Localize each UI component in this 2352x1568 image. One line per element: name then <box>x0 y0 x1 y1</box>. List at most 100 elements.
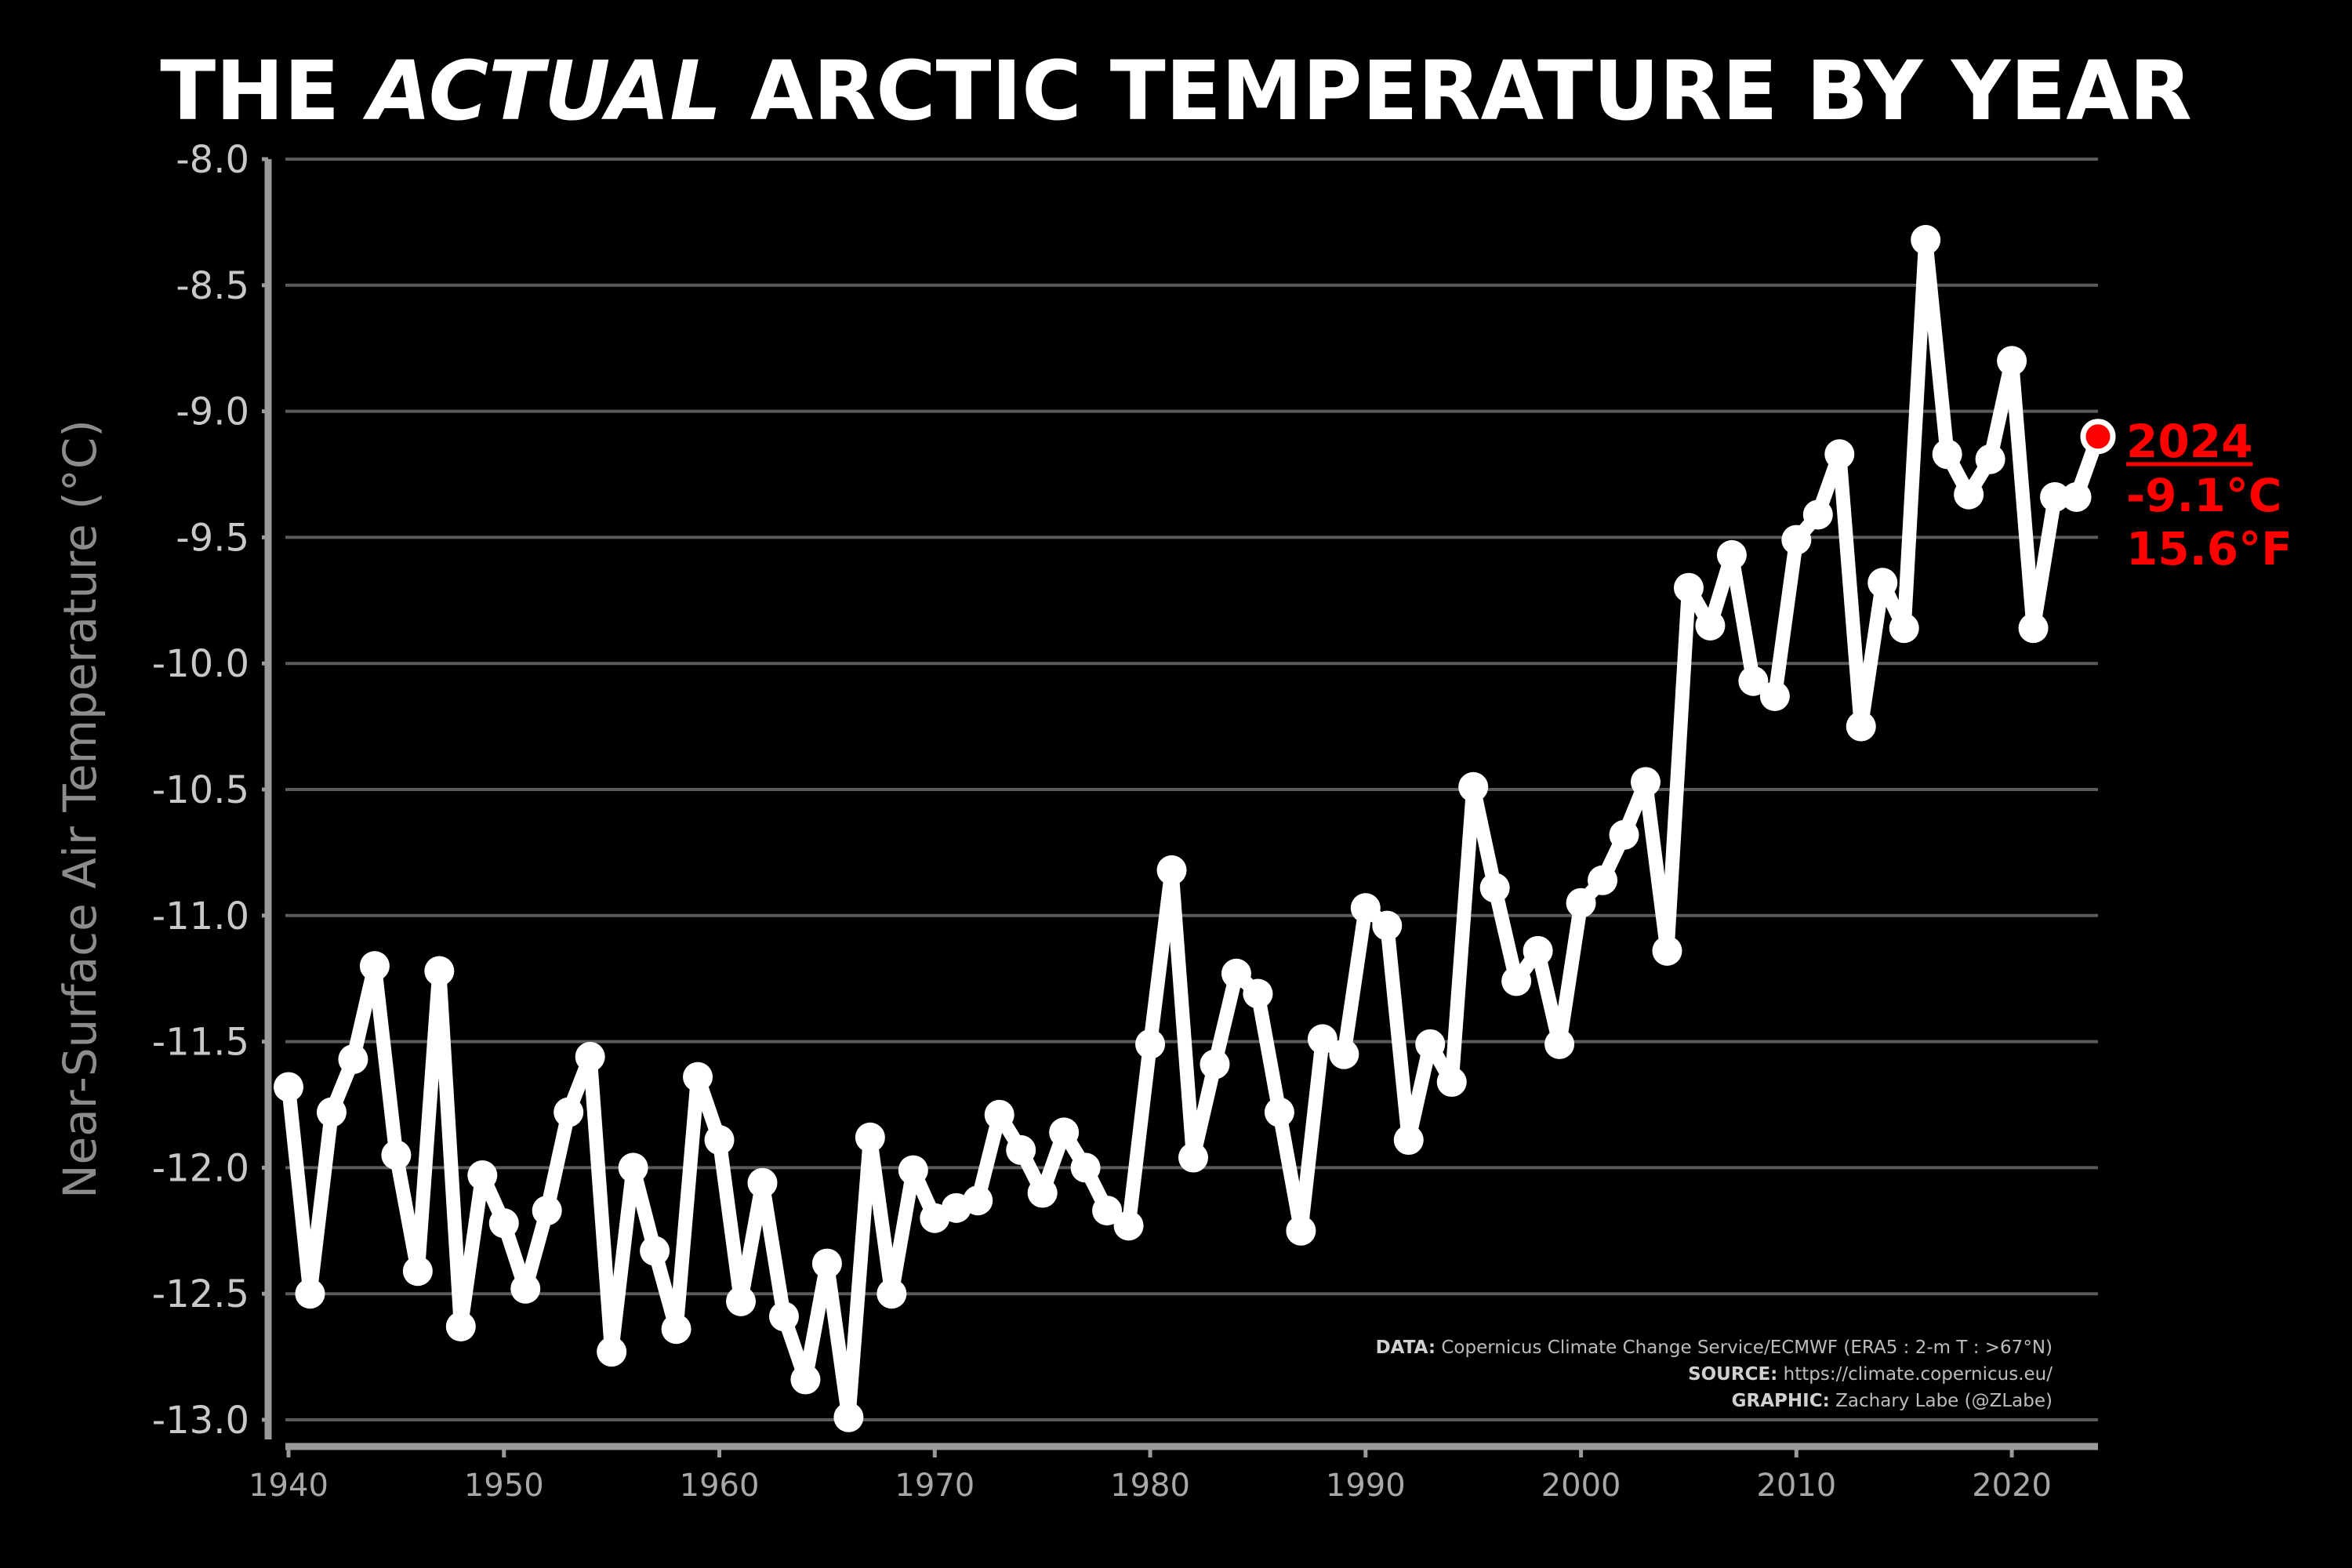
axes <box>264 159 2098 1450</box>
data-point-1987 <box>1286 1215 1316 1246</box>
data-point-2019 <box>1975 444 2005 474</box>
data-point-1972 <box>963 1185 993 1216</box>
data-point-1943 <box>338 1044 368 1075</box>
highlight-celsius: -9.1°C <box>2126 469 2281 522</box>
chart-title: THE ACTUAL ARCTIC TEMPERATURE BY YEAR <box>160 43 2192 139</box>
data-point-1978 <box>1092 1196 1123 1226</box>
data-point-1958 <box>661 1314 691 1345</box>
data-point-1949 <box>467 1160 498 1191</box>
x-tick-label-7: 2010 <box>1756 1468 1836 1504</box>
y-tick-label-2: -9.0 <box>176 390 249 434</box>
data-point-2010 <box>1781 524 1812 555</box>
data-point-1963 <box>768 1301 799 1332</box>
data-point-2012 <box>1824 439 1855 470</box>
data-point-2015 <box>1889 613 1919 644</box>
data-point-2016 <box>1911 224 1941 255</box>
data-point-1992 <box>1393 1125 1424 1156</box>
data-point-1975 <box>1027 1178 1058 1208</box>
data-point-2011 <box>1802 499 1833 530</box>
data-point-1942 <box>316 1097 347 1127</box>
title-part-2: ACTUAL <box>362 43 721 139</box>
data-point-1967 <box>855 1122 885 1152</box>
x-tick-label-1: 1950 <box>464 1468 544 1504</box>
credit-source-text: https://climate.copernicus.eu/ <box>1777 1364 2053 1385</box>
data-point-2001 <box>1588 865 1618 895</box>
data-point-2014 <box>1867 568 1898 598</box>
data-point-1961 <box>726 1286 756 1316</box>
data-point-2008 <box>1738 666 1769 696</box>
data-point-1950 <box>488 1208 519 1239</box>
data-point-1944 <box>359 951 390 982</box>
y-tick-label-5: -10.5 <box>152 768 249 812</box>
x-tick-label-5: 1990 <box>1326 1468 1406 1504</box>
data-point-1977 <box>1070 1152 1101 1183</box>
y-axis-ticks: -8.0 -8.5 -9.0 -9.5 -10.0 -10.5 -11.0 -11.5 -12.… <box>152 138 268 1443</box>
credit-graphic-text: Zachary Labe (@ZLabe) <box>1830 1391 2053 1411</box>
credit-data-label: DATA: <box>1376 1338 1436 1358</box>
data-point-2022 <box>2040 481 2071 512</box>
highlight-year: 2024 <box>2126 415 2252 468</box>
y-tick-label-7: -11.5 <box>152 1021 249 1065</box>
data-point-2024-highlight <box>2080 419 2116 455</box>
data-point-1948 <box>445 1312 476 1342</box>
data-point-1991 <box>1372 910 1403 941</box>
credit-source-label: SOURCE: <box>1688 1364 1777 1385</box>
data-point-1979 <box>1113 1210 1144 1241</box>
data-point-2023 <box>2061 481 2092 512</box>
data-point-2017 <box>1932 439 1962 470</box>
data-point-1993 <box>1415 1029 1446 1059</box>
y-tick-label-4: -10.0 <box>152 642 249 686</box>
data-point-1947 <box>424 956 455 986</box>
data-point-2020 <box>1997 346 2027 376</box>
data-point-2009 <box>1759 681 1790 712</box>
data-point-1965 <box>811 1248 842 1279</box>
data-point-1998 <box>1523 935 1553 966</box>
data-point-1973 <box>984 1099 1014 1130</box>
data-point-1952 <box>532 1196 562 1226</box>
data-point-1964 <box>790 1364 821 1395</box>
credits: DATA: Copernicus Climate Change Service/… <box>1376 1338 2053 1411</box>
x-tick-label-6: 2000 <box>1541 1468 1621 1504</box>
data-point-1988 <box>1307 1024 1338 1054</box>
data-point-1994 <box>1436 1067 1467 1098</box>
data-point-1995 <box>1458 771 1489 802</box>
data-point-1954 <box>575 1041 605 1072</box>
temperature-series <box>274 224 2116 1432</box>
data-point-1981 <box>1156 855 1187 885</box>
data-point-2000 <box>1566 887 1596 918</box>
data-point-1982 <box>1178 1142 1208 1173</box>
data-point-1945 <box>381 1140 412 1171</box>
y-tick-label-10: -13.0 <box>152 1399 249 1443</box>
data-point-2018 <box>1954 479 1984 510</box>
credit-graphic: GRAPHIC: Zachary Labe (@ZLabe) <box>1732 1391 2053 1411</box>
data-point-2004 <box>1652 935 1682 966</box>
x-tick-label-4: 1980 <box>1110 1468 1190 1504</box>
data-point-1957 <box>640 1236 670 1266</box>
data-point-1980 <box>1135 1029 1166 1059</box>
credit-data: DATA: Copernicus Climate Change Service/… <box>1376 1338 2053 1358</box>
y-tick-label-3: -9.5 <box>176 516 249 560</box>
y-tick-label-0: -8.0 <box>176 138 249 182</box>
credit-source: SOURCE: https://climate.copernicus.eu/ <box>1688 1364 2053 1385</box>
data-point-1974 <box>1006 1134 1036 1165</box>
data-point-1966 <box>833 1402 864 1432</box>
data-point-2021 <box>2018 613 2049 644</box>
data-point-1960 <box>704 1125 735 1156</box>
data-point-1951 <box>510 1273 541 1304</box>
data-point-1996 <box>1479 873 1510 903</box>
data-point-1997 <box>1501 966 1532 996</box>
data-point-1989 <box>1329 1039 1359 1069</box>
data-point-1962 <box>747 1167 778 1198</box>
x-tick-label-0: 1940 <box>249 1468 328 1504</box>
data-point-1984 <box>1221 958 1251 989</box>
data-point-1990 <box>1350 893 1381 924</box>
data-point-1983 <box>1200 1049 1230 1080</box>
data-point-1959 <box>683 1062 713 1092</box>
data-point-1953 <box>554 1097 584 1127</box>
data-point-1946 <box>402 1256 433 1287</box>
y-tick-label-6: -11.0 <box>152 895 249 938</box>
highlight-annotation: 2024 -9.1°C 15.6°F <box>2126 415 2292 575</box>
data-point-2006 <box>1695 610 1726 641</box>
credit-graphic-label: GRAPHIC: <box>1732 1391 1830 1411</box>
data-point-1955 <box>597 1337 627 1367</box>
